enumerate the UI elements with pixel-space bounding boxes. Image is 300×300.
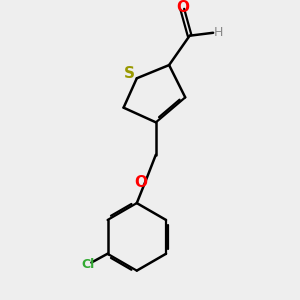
Text: H: H — [214, 26, 223, 39]
Text: O: O — [176, 0, 189, 15]
Text: O: O — [135, 175, 148, 190]
Text: Cl: Cl — [81, 257, 94, 271]
Text: S: S — [124, 65, 135, 80]
